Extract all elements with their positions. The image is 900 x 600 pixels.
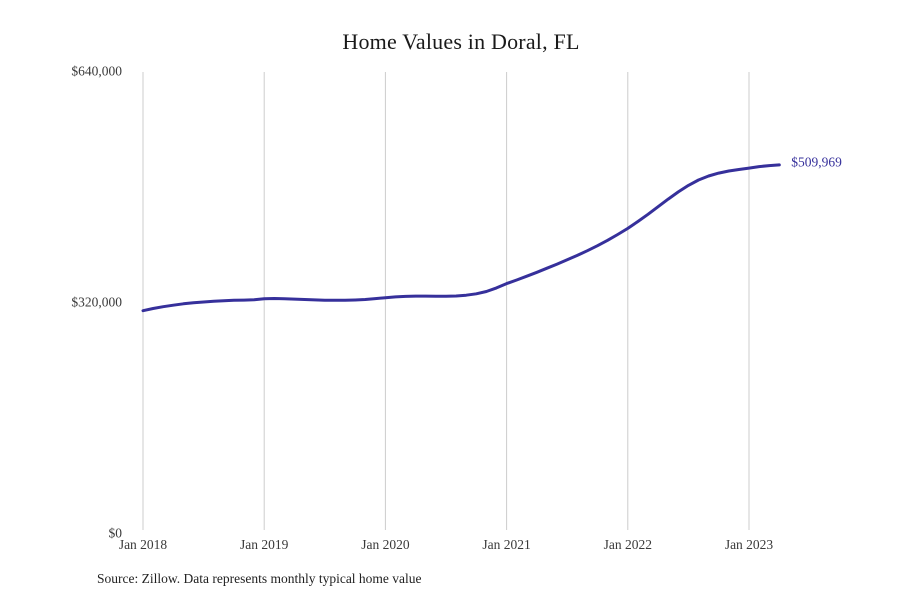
end-value-label: $509,969 [791, 155, 842, 170]
y-tick-label: $0 [109, 526, 123, 541]
x-tick-label: Jan 2019 [240, 537, 289, 552]
x-tick-label: Jan 2020 [361, 537, 410, 552]
y-tick-label: $320,000 [71, 295, 122, 310]
x-tick-label: Jan 2018 [119, 537, 168, 552]
value-line [141, 163, 781, 313]
y-tick-label: $640,000 [71, 64, 122, 79]
x-tick-label: Jan 2021 [482, 537, 530, 552]
x-tick-label: Jan 2023 [725, 537, 774, 552]
source-note: Source: Zillow. Data represents monthly … [97, 571, 422, 586]
chart-title: Home Values in Doral, FL [342, 29, 580, 54]
x-tick-label: Jan 2022 [604, 537, 652, 552]
